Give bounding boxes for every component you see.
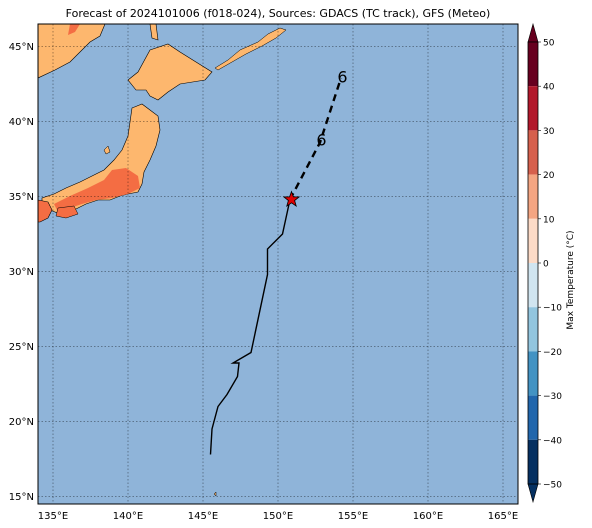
colorbar-tick-label: −40 xyxy=(543,436,562,446)
lon-tick-label: 165°E xyxy=(488,511,518,522)
lat-tick-label: 20°N xyxy=(9,417,34,428)
cyclone-symbol-icon: 6 xyxy=(316,131,326,150)
lat-tick-label: 40°N xyxy=(9,117,34,128)
colorbar-tick-label: 50 xyxy=(543,39,555,49)
land-kyushu xyxy=(38,199,53,223)
lon-tick-label: 135°E xyxy=(38,511,68,522)
land-kurils xyxy=(214,27,287,71)
colorbar-segment xyxy=(528,42,538,87)
cyclone-symbol-icon: 6 xyxy=(337,68,347,87)
land-hokkaido xyxy=(127,43,213,101)
colorbar-segment xyxy=(528,218,538,263)
colorbar-segment xyxy=(528,130,538,175)
storm-track-past xyxy=(209,199,291,455)
storm-track-forecast xyxy=(288,77,343,201)
colorbar-label: Max Temperature (°C) xyxy=(566,230,576,330)
colorbar: 50 40 30 20 10 0 −10 −20 −30 −40 −50 xyxy=(527,22,562,504)
lat-tick-label: 45°N xyxy=(9,42,34,53)
colorbar-tick-label: −30 xyxy=(543,392,562,402)
graticule xyxy=(38,24,518,504)
colorbar-segment xyxy=(528,395,538,440)
lon-tick-label: 160°E xyxy=(413,511,443,522)
lon-tick-label: 140°E xyxy=(113,511,143,522)
colorbar-tick-label: 30 xyxy=(543,127,555,137)
lon-tick-label: 155°E xyxy=(338,511,368,522)
colorbar-segment xyxy=(528,307,538,352)
axis-labels: 135°E 140°E 145°E 150°E 155°E 160°E 165°E 15°N 2… xyxy=(9,42,518,522)
colorbar-tick-label: 10 xyxy=(543,215,555,225)
colorbar-segment xyxy=(528,263,538,308)
storm-symbols: 66 xyxy=(316,68,347,150)
lat-tick-label: 35°N xyxy=(9,192,34,203)
colorbar-segment xyxy=(528,351,538,396)
colorbar-max-extension xyxy=(527,22,539,43)
land-shikoku xyxy=(55,205,79,219)
colorbar-tick-label: 20 xyxy=(543,171,555,181)
colorbar-segment xyxy=(528,439,538,484)
lat-tick-label: 15°N xyxy=(9,492,34,503)
colorbar-tick-label: −50 xyxy=(543,481,562,491)
colorbar-tick-label: −20 xyxy=(543,348,562,358)
land-northeast-asia xyxy=(38,24,106,79)
colorbar-min-extension xyxy=(527,483,539,504)
colorbar-tick-label: 0 xyxy=(543,260,549,270)
colorbar-segment xyxy=(528,174,538,219)
colorbar-tick-label: −10 xyxy=(543,304,562,314)
land-sado xyxy=(103,145,111,155)
land-small-island xyxy=(213,491,217,497)
land-hot-patch-honshu xyxy=(54,168,140,212)
lon-tick-label: 145°E xyxy=(188,511,218,522)
ocean-area xyxy=(38,24,518,504)
current-position-star-icon xyxy=(282,190,301,207)
map-title: Forecast of 2024101006 (f018-024), Sourc… xyxy=(65,7,491,20)
lat-tick-label: 25°N xyxy=(9,342,34,353)
lat-tick-label: 30°N xyxy=(9,267,34,278)
land-sakhalin xyxy=(149,24,159,41)
land-warm-patch-asia xyxy=(68,24,80,35)
colorbar-segment xyxy=(528,86,538,131)
lon-tick-label: 150°E xyxy=(263,511,293,522)
colorbar-tick-label: 40 xyxy=(543,83,555,93)
map-frame xyxy=(37,23,519,505)
